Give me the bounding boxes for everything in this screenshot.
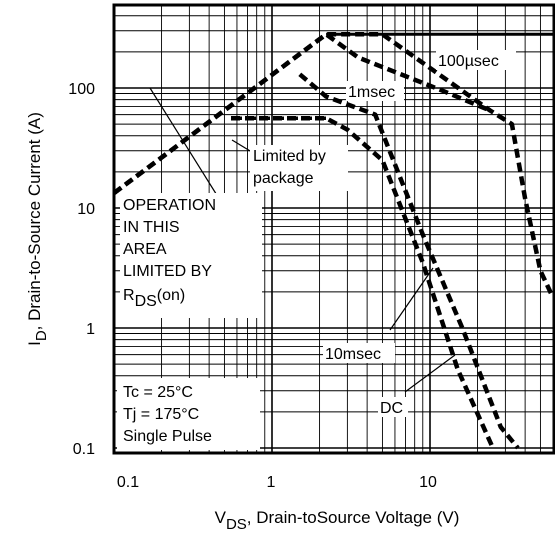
tick-labels: 0.1 1 10 0.1 1 10 100 (68, 81, 437, 491)
y-axis-title: ID, Drain-to-Source Current (A) (25, 112, 50, 346)
label-rds-sub: DS (135, 293, 157, 310)
x-axis-title-sub: DS (226, 516, 247, 533)
series-lines (112, 32, 555, 450)
conditions-line: Tj = 175°C (123, 406, 199, 423)
plot-frame (112, 3, 555, 455)
label-limited-by-package-line: package (253, 170, 314, 187)
y-axis-title-main: I (25, 341, 44, 346)
grid-lines (113, 5, 555, 453)
y-tick-label: 100 (68, 81, 95, 98)
conditions-line: Tc = 25°C (123, 384, 193, 401)
y-axis-title-rest: , Drain-to-Source Current (A) (25, 112, 44, 330)
conditions-line: Single Pulse (123, 428, 212, 445)
label-100usec: 100µsec (436, 50, 516, 70)
label-10msec: 10msec (323, 343, 395, 363)
y-tick-label: 1 (86, 321, 95, 338)
annotation-labels: 100µsec 1msec 10msec DC Limited by package OPE… (117, 50, 516, 450)
label-rds-main: R (123, 287, 135, 304)
label-100usec-text: 100µsec (438, 53, 499, 70)
label-operation-line: LIMITED BY (123, 263, 212, 280)
label-1msec: 1msec (346, 81, 404, 101)
label-rds-rest: (on) (157, 287, 185, 304)
conditions-box: Tc = 25°C Tj = 175°C Single Pulse (117, 378, 260, 450)
label-100usec-bg (436, 50, 516, 70)
label-limited-by-package-line: Limited by (253, 148, 326, 165)
label-10msec-text: 10msec (325, 346, 381, 363)
label-10msec-bg (323, 343, 395, 363)
x-axis-title: VDS, Drain-toSource Voltage (V) (215, 508, 460, 533)
label-limited-by-package-bg (250, 145, 348, 191)
label-dc-bg (378, 397, 408, 417)
x-axis-title-rest: , Drain-toSource Voltage (V) (247, 508, 460, 527)
label-1msec-text: 1msec (348, 84, 395, 101)
label-operation-line: AREA (123, 241, 167, 258)
leader-line (404, 354, 456, 393)
label-dc: DC (378, 397, 408, 417)
x-tick-label: 1 (267, 474, 276, 491)
series-line-2 (112, 32, 491, 195)
label-limited-by-package: Limited by package (250, 145, 348, 191)
y-tick-label: 10 (77, 201, 95, 218)
x-tick-label: 10 (419, 474, 437, 491)
label-1msec-bg (346, 81, 404, 101)
y-axis-title-sub: D (33, 330, 50, 341)
leader-line (389, 267, 434, 331)
label-rds-on: RDS(on) (123, 287, 185, 310)
label-operation-area: OPERATION IN THIS AREA LIMITED BY RDS(on) (120, 193, 262, 318)
label-operation-area-bg (120, 193, 262, 318)
conditions-box-bg (117, 378, 260, 450)
label-operation-line: IN THIS (123, 219, 180, 236)
y-tick-label: 0.1 (73, 441, 95, 458)
x-tick-label: 0.1 (117, 474, 139, 491)
x-axis-title-main: V (215, 508, 227, 527)
series-line-3 (298, 72, 520, 450)
label-operation-line: OPERATION (123, 197, 216, 214)
label-dc-text: DC (380, 400, 403, 417)
